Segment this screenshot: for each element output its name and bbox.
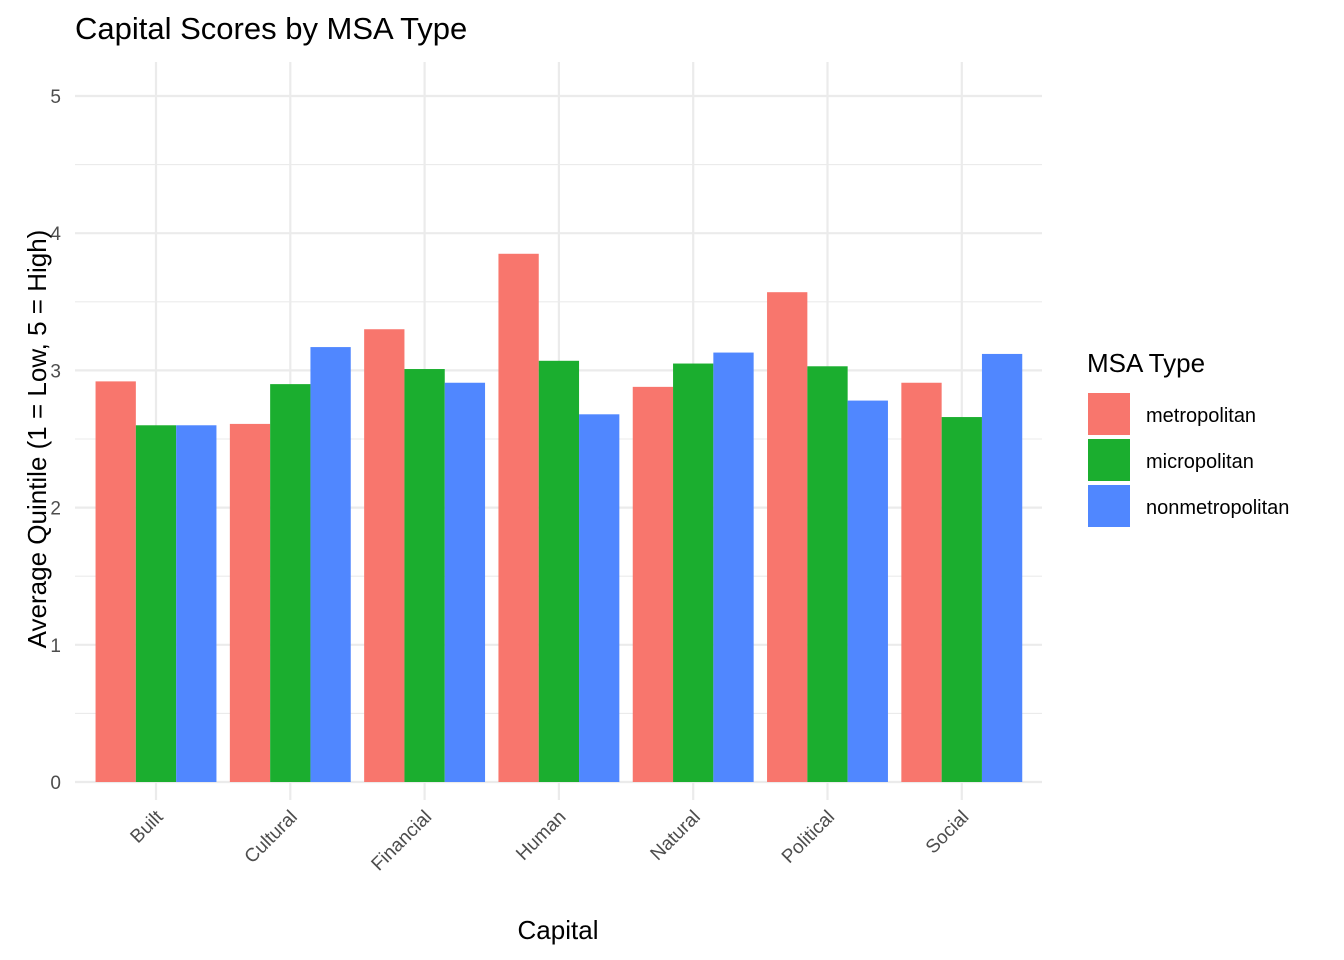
bar-micropolitan-social [941, 417, 982, 782]
bar-nonmetropolitan-natural [713, 352, 754, 782]
legend-label-micropolitan: micropolitan [1146, 451, 1254, 473]
y-tick-label: 1 [50, 636, 61, 657]
x-axis-ticks: Built Cultural Financial Human Natural Politi… [127, 806, 974, 875]
bar-micropolitan-political [807, 366, 848, 782]
x-tick-label: Political [778, 807, 839, 868]
x-axis-title: Capital [518, 915, 599, 945]
bar-nonmetropolitan-financial [444, 382, 486, 782]
x-tick-label: Social [922, 807, 973, 858]
legend-title: MSA Type [1087, 348, 1205, 378]
bar-micropolitan-natural [673, 363, 714, 782]
bar-metropolitan-financial [364, 329, 405, 782]
y-axis-ticks: 0 1 2 3 4 5 [50, 87, 61, 794]
x-tick-label: Human [512, 807, 570, 865]
chart-title: Capital Scores by MSA Type [75, 11, 467, 46]
bar-nonmetropolitan-cultural [310, 347, 351, 782]
legend-label-nonmetropolitan: nonmetropolitan [1146, 497, 1289, 519]
x-tick-label: Financial [368, 807, 437, 876]
y-tick-label: 3 [50, 361, 61, 382]
y-tick-label: 0 [50, 773, 61, 794]
y-axis-title: Average Quintile (1 = Low, 5 = High) [22, 230, 52, 649]
y-tick-label: 4 [50, 224, 61, 245]
legend-label-metropolitan: metropolitan [1146, 405, 1256, 427]
bar-metropolitan-human [498, 253, 539, 782]
bar-micropolitan-built [135, 425, 177, 782]
bar-metropolitan-political [767, 292, 808, 782]
bar-nonmetropolitan-human [579, 414, 620, 782]
bar-metropolitan-natural [632, 386, 674, 782]
legend-swatch-nonmetropolitan [1088, 485, 1130, 527]
legend-swatch-micropolitan [1088, 439, 1130, 481]
x-tick-label: Natural [647, 807, 705, 865]
bars [95, 253, 1023, 782]
bar-metropolitan-built [95, 381, 136, 782]
bar-micropolitan-human [538, 360, 580, 782]
bar-micropolitan-financial [404, 369, 445, 782]
y-tick-label: 2 [50, 499, 61, 520]
bar-nonmetropolitan-political [847, 400, 888, 782]
x-tick-label: Built [127, 806, 168, 847]
legend-swatch-metropolitan [1088, 393, 1130, 435]
legend: MSA Type metropolitan micropolitan nonmetr… [1087, 348, 1289, 527]
y-tick-label: 5 [50, 87, 61, 108]
bar-nonmetropolitan-social [981, 353, 1023, 782]
bar-metropolitan-cultural [229, 423, 271, 782]
bar-micropolitan-cultural [270, 384, 311, 782]
x-tick-label: Cultural [241, 807, 302, 868]
bar-nonmetropolitan-built [176, 425, 217, 782]
bar-metropolitan-social [901, 382, 942, 782]
